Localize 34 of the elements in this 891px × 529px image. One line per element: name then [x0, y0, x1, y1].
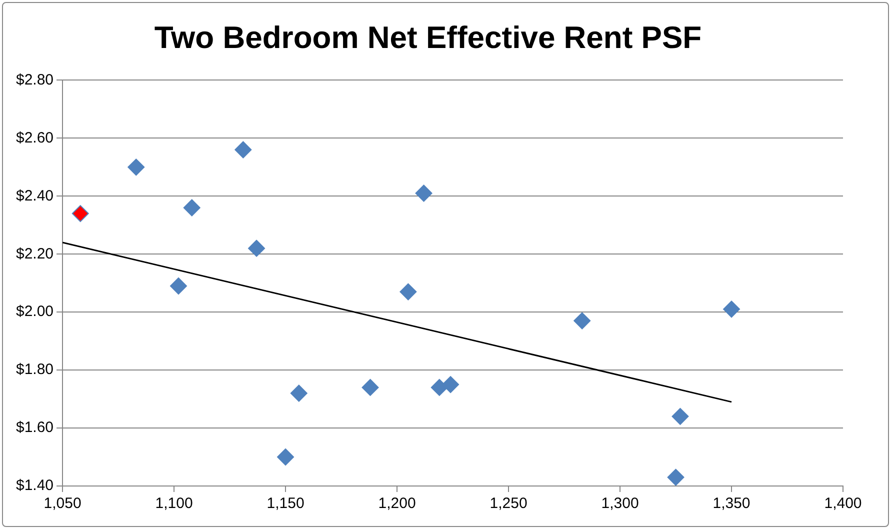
- point: [72, 205, 89, 222]
- y-tick-label: $2.60: [16, 129, 54, 146]
- x-tick-label: 1,250: [490, 495, 528, 512]
- point: [442, 376, 460, 394]
- point: [574, 312, 591, 330]
- y-tick-label: $1.60: [16, 419, 54, 436]
- x-tick-label: 1,100: [155, 495, 193, 512]
- point: [672, 408, 689, 425]
- x-tick-label: 1,050: [44, 495, 82, 512]
- y-tick-label: $2.40: [16, 187, 54, 204]
- point: [170, 278, 187, 294]
- y-tick-label: $1.40: [16, 477, 54, 494]
- x-tick-label: 1,150: [266, 495, 304, 512]
- x-tick-label: 1,300: [601, 495, 639, 512]
- point: [400, 283, 417, 300]
- x-tick-label: 1,200: [378, 495, 416, 512]
- point: [183, 199, 200, 216]
- y-tick-label: $2.00: [16, 303, 54, 320]
- y-tick-label: $1.80: [16, 361, 54, 378]
- chart-title: Two Bedroom Net Effective Rent PSF: [154, 20, 702, 56]
- point: [430, 378, 448, 396]
- x-tick-label: 1,400: [824, 495, 862, 512]
- point: [723, 300, 740, 318]
- y-tick-label: $2.80: [16, 71, 54, 88]
- point: [248, 240, 266, 257]
- point: [362, 378, 379, 396]
- point: [290, 384, 308, 402]
- point: [667, 468, 684, 486]
- point: [415, 184, 432, 202]
- point: [128, 158, 145, 176]
- y-tick-label: $2.20: [16, 245, 54, 262]
- point: [234, 141, 252, 158]
- x-tick-label: 1,350: [712, 495, 750, 512]
- point: [277, 448, 294, 466]
